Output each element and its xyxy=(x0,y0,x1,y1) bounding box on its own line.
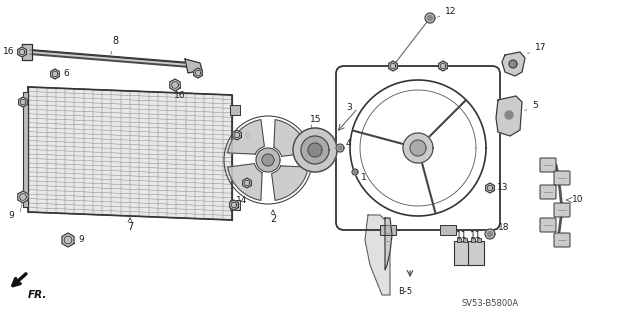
Text: 7: 7 xyxy=(127,218,133,232)
Text: 11: 11 xyxy=(456,231,468,240)
FancyBboxPatch shape xyxy=(540,218,556,232)
Text: 2: 2 xyxy=(270,210,276,224)
Polygon shape xyxy=(502,52,525,76)
Text: 16: 16 xyxy=(3,48,15,56)
FancyBboxPatch shape xyxy=(540,185,556,199)
Polygon shape xyxy=(51,69,60,79)
Polygon shape xyxy=(230,200,238,210)
Polygon shape xyxy=(425,13,435,23)
Polygon shape xyxy=(185,59,202,73)
Text: 15: 15 xyxy=(310,115,321,124)
Bar xyxy=(463,238,467,242)
Text: SV53-B5800A: SV53-B5800A xyxy=(461,299,518,308)
FancyBboxPatch shape xyxy=(468,241,484,265)
Polygon shape xyxy=(509,60,517,68)
Polygon shape xyxy=(19,97,28,107)
Bar xyxy=(230,105,240,115)
Polygon shape xyxy=(485,229,495,239)
Polygon shape xyxy=(62,233,74,247)
Polygon shape xyxy=(170,79,180,91)
Text: 18: 18 xyxy=(498,224,509,233)
Text: 9: 9 xyxy=(78,235,84,244)
Text: 12: 12 xyxy=(438,8,456,17)
Polygon shape xyxy=(488,232,493,236)
FancyBboxPatch shape xyxy=(454,241,470,265)
Polygon shape xyxy=(385,218,392,270)
Polygon shape xyxy=(256,148,280,172)
Polygon shape xyxy=(308,143,322,157)
Text: 1: 1 xyxy=(361,174,367,182)
Text: 6: 6 xyxy=(63,70,68,78)
Polygon shape xyxy=(428,16,433,20)
Polygon shape xyxy=(274,120,308,156)
Text: 3: 3 xyxy=(346,103,352,113)
Bar xyxy=(440,225,456,235)
Polygon shape xyxy=(352,169,358,175)
Bar xyxy=(471,238,475,242)
Bar xyxy=(457,238,461,242)
Polygon shape xyxy=(271,166,308,200)
Polygon shape xyxy=(403,133,433,163)
Text: 8: 8 xyxy=(111,36,118,54)
Polygon shape xyxy=(338,146,342,150)
Text: 9: 9 xyxy=(8,211,13,219)
Polygon shape xyxy=(388,61,397,71)
Polygon shape xyxy=(486,183,494,193)
Polygon shape xyxy=(353,170,356,174)
Polygon shape xyxy=(194,68,202,78)
Polygon shape xyxy=(228,120,264,154)
Polygon shape xyxy=(18,191,28,203)
FancyBboxPatch shape xyxy=(540,158,556,172)
Polygon shape xyxy=(18,47,26,57)
Polygon shape xyxy=(496,96,522,136)
Text: 10: 10 xyxy=(572,196,584,204)
Text: 11: 11 xyxy=(470,231,482,240)
Bar xyxy=(230,200,240,210)
Polygon shape xyxy=(301,136,329,164)
Text: 6: 6 xyxy=(244,130,250,139)
Text: 16: 16 xyxy=(174,91,186,100)
Bar xyxy=(23,92,28,207)
Polygon shape xyxy=(262,154,274,166)
Polygon shape xyxy=(505,111,513,119)
Text: 4: 4 xyxy=(346,138,351,147)
Text: B-5: B-5 xyxy=(398,287,412,296)
Polygon shape xyxy=(365,215,390,295)
Polygon shape xyxy=(243,178,252,188)
FancyBboxPatch shape xyxy=(554,203,570,217)
Bar xyxy=(380,225,396,235)
Polygon shape xyxy=(233,130,241,140)
Polygon shape xyxy=(228,164,262,200)
Polygon shape xyxy=(336,144,344,152)
Polygon shape xyxy=(438,61,447,71)
Polygon shape xyxy=(22,44,32,60)
Text: 13: 13 xyxy=(497,183,509,192)
Bar xyxy=(477,238,481,242)
Text: 5: 5 xyxy=(524,101,538,111)
Polygon shape xyxy=(410,140,426,156)
Polygon shape xyxy=(293,128,337,172)
Text: 14: 14 xyxy=(236,196,248,205)
FancyBboxPatch shape xyxy=(554,233,570,247)
FancyBboxPatch shape xyxy=(554,171,570,185)
Text: 17: 17 xyxy=(527,43,547,54)
Text: FR.: FR. xyxy=(28,290,47,300)
Polygon shape xyxy=(28,87,232,220)
